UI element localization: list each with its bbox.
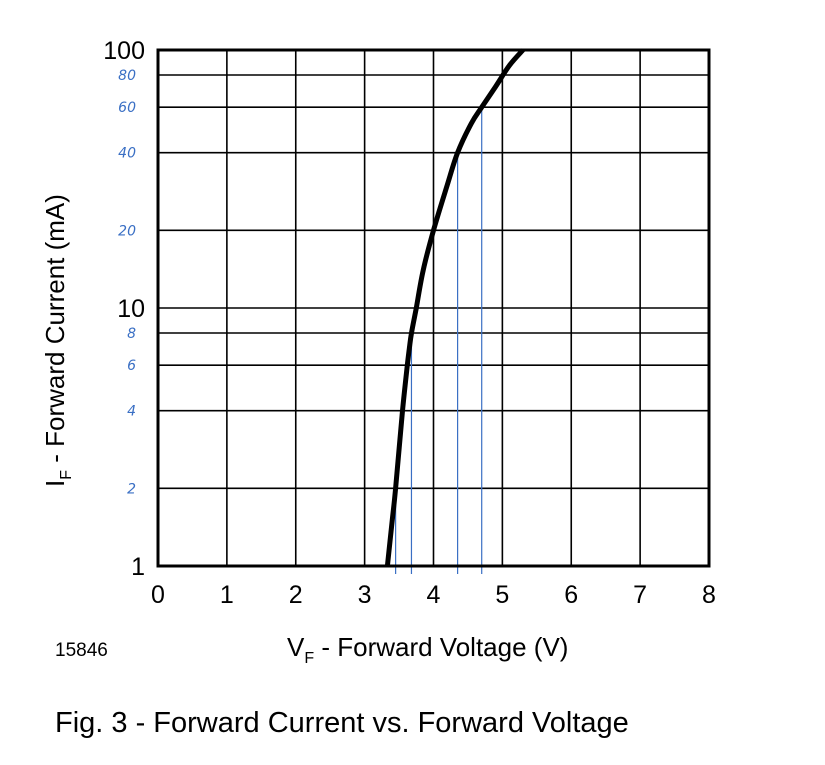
x-axis-title-main: V [287,632,305,662]
x-tick-label: 2 [289,581,303,609]
x-tick-label: 3 [358,581,372,609]
x-tick-label: 8 [702,581,716,609]
x-tick-label: 0 [151,581,165,609]
figure-id: 15846 [55,640,108,661]
y-tick-label: 1 [131,553,145,581]
handwritten-label: 8 [127,326,136,342]
y-axis-title-sub: F [58,470,75,480]
y-tick-label: 10 [117,295,145,323]
grid [157,49,710,567]
x-tick-label: 6 [564,581,578,609]
series-layer [384,48,525,567]
handwritten-annotations: 80 60 40 20 8 6 4 2 [118,68,483,574]
x-tick-label: 7 [633,581,647,609]
y-tick-labels: 1 10 100 [103,37,145,581]
x-tick-label: 5 [495,581,509,609]
series-line [384,48,525,567]
handwritten-label: 6 [127,358,136,374]
handwritten-label: 20 [118,223,136,239]
plot-frame [156,48,711,568]
y-axis-title: IF - Forward Current (mA) [40,194,75,487]
x-axis-title-rest: - Forward Voltage (V) [314,632,568,662]
x-tick-labels: 0 1 2 3 4 5 6 7 8 [151,581,716,609]
figure-caption: Fig. 3 - Forward Current vs. Forward Vol… [55,707,629,739]
handwritten-label: 2 [127,481,136,497]
handwritten-label: 60 [118,100,136,116]
x-axis-title-sub: F [304,650,314,667]
handwritten-label: 80 [118,68,136,84]
x-tick-label: 4 [427,581,441,609]
y-axis-title-main: I [40,480,70,487]
y-tick-label: 100 [103,37,145,65]
x-axis-title: VF - Forward Voltage (V) [287,632,568,667]
x-tick-label: 1 [220,581,234,609]
y-axis-title-rest: - Forward Current (mA) [40,194,70,470]
handwritten-label: 4 [127,404,136,420]
handwritten-label: 40 [118,146,136,162]
